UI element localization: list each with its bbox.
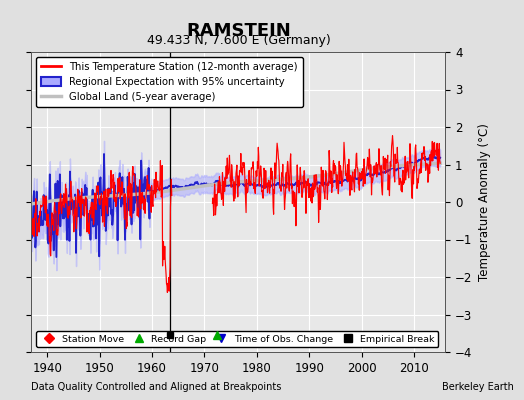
Text: Data Quality Controlled and Aligned at Breakpoints: Data Quality Controlled and Aligned at B… — [31, 382, 282, 392]
Y-axis label: Temperature Anomaly (°C): Temperature Anomaly (°C) — [478, 123, 491, 281]
Legend: Station Move, Record Gap, Time of Obs. Change, Empirical Break: Station Move, Record Gap, Time of Obs. C… — [36, 331, 439, 347]
Text: RAMSTEIN: RAMSTEIN — [186, 22, 291, 40]
Text: 49.433 N, 7.600 E (Germany): 49.433 N, 7.600 E (Germany) — [147, 34, 330, 47]
Text: Berkeley Earth: Berkeley Earth — [442, 382, 514, 392]
